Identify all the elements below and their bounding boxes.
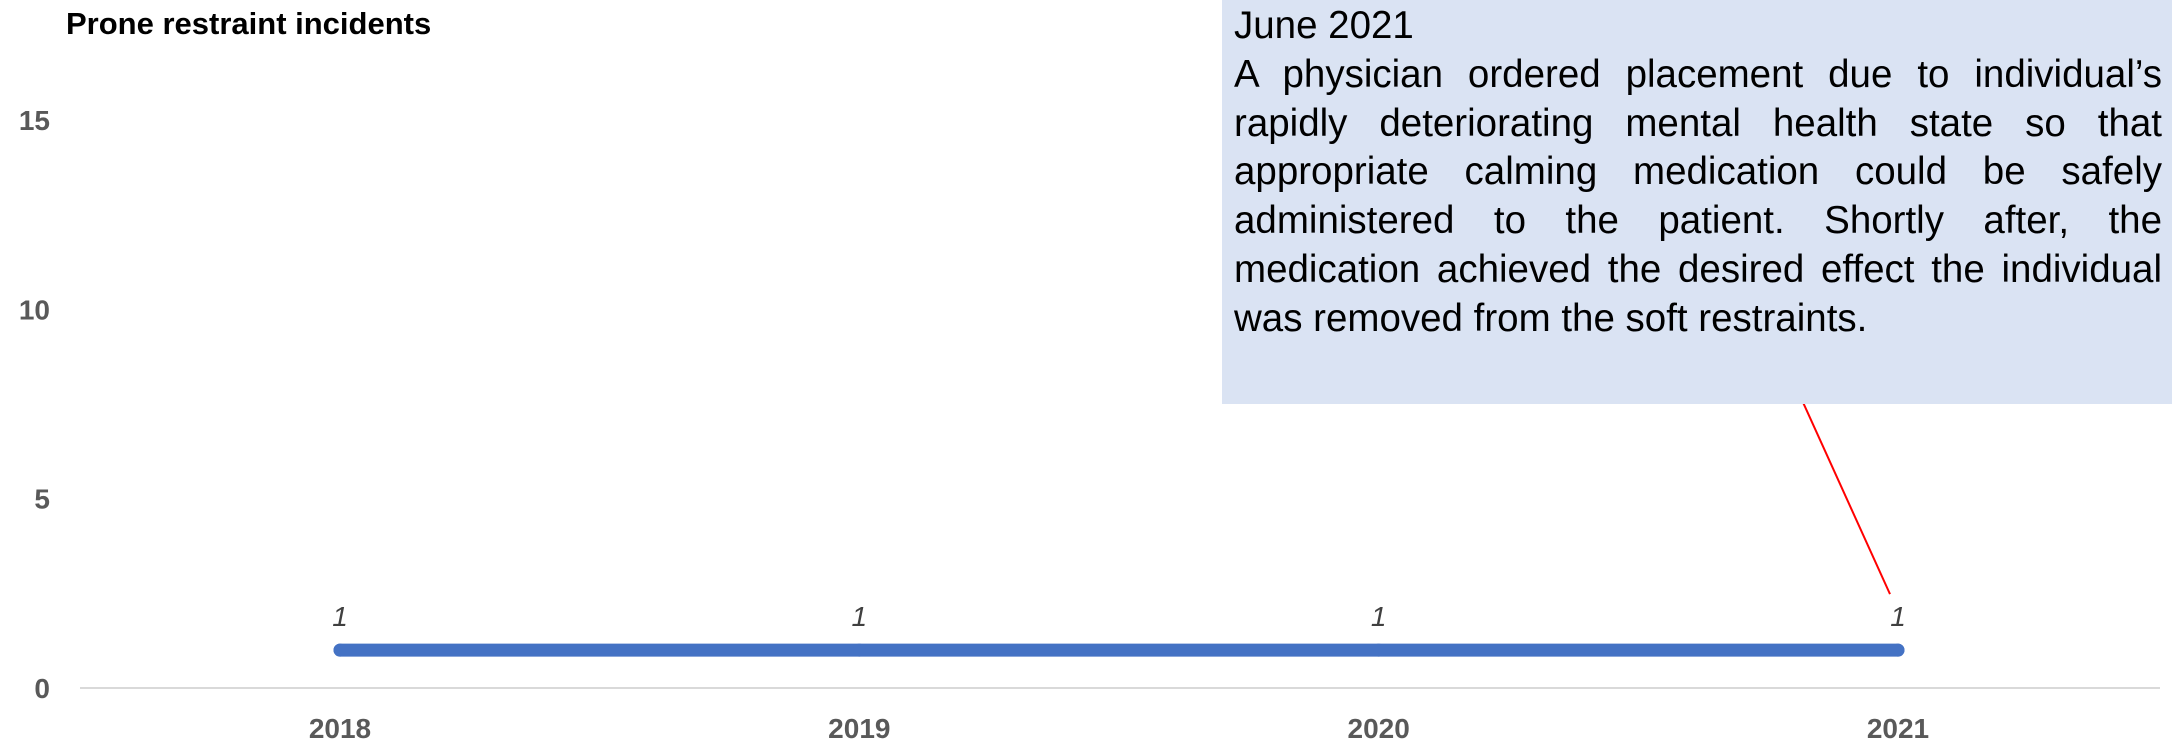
y-tick-label: 0: [34, 673, 50, 704]
x-axis-tick-labels: 2018 2019 2020 2021: [309, 713, 1929, 741]
data-point: [1891, 643, 1905, 657]
data-label: 1: [852, 601, 868, 632]
chart-title: Prone restraint incidents: [66, 6, 432, 41]
data-point: [333, 643, 347, 657]
data-label: 1: [1371, 601, 1387, 632]
data-label: 1: [332, 601, 348, 632]
data-label: 1: [1890, 601, 1906, 632]
annotation-text: A physician ordered placement due to ind…: [1234, 52, 2162, 340]
y-tick-label: 15: [19, 105, 50, 136]
x-tick-label: 2020: [1348, 713, 1410, 741]
y-tick-label: 5: [34, 484, 50, 515]
annotation-heading: June 2021: [1234, 4, 1414, 47]
y-axis-tick-labels: 0 5 10 15: [19, 105, 50, 704]
x-tick-label: 2019: [828, 713, 890, 741]
y-tick-label: 10: [19, 294, 50, 325]
annotation-callout: June 2021 A physician ordered placement …: [1222, 0, 2172, 404]
x-tick-label: 2021: [1867, 713, 1929, 741]
data-point: [1372, 643, 1386, 657]
series-group: [333, 643, 1905, 657]
x-tick-label: 2018: [309, 713, 371, 741]
data-labels: 1 1 1 1: [332, 601, 1906, 632]
data-point: [852, 643, 866, 657]
